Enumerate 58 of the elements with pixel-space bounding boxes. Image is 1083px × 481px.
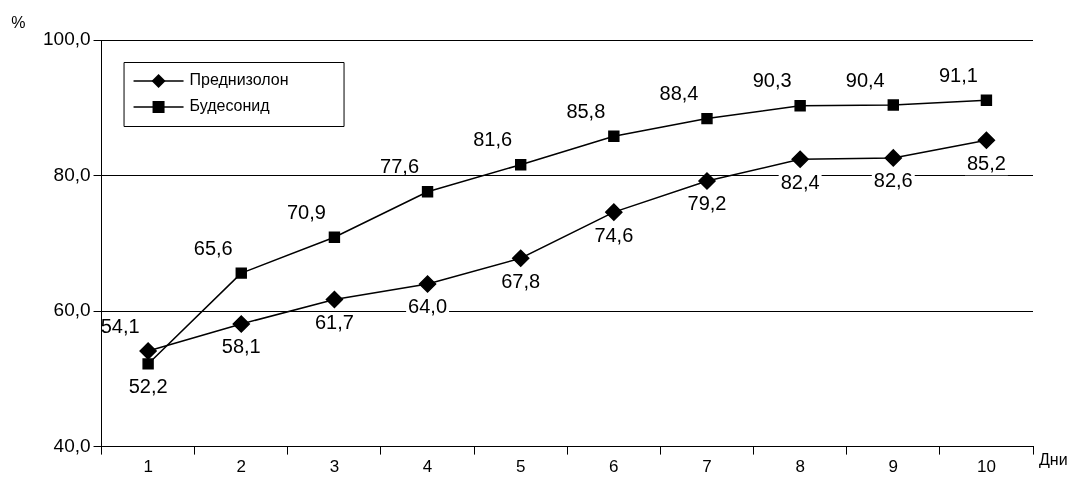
x-tick-label: 6 xyxy=(609,457,619,477)
data-label: 91,1 xyxy=(938,63,978,86)
data-label: 67,8 xyxy=(501,269,541,292)
point xyxy=(701,112,713,125)
point xyxy=(791,150,809,169)
point xyxy=(977,131,996,150)
data-label: 85,8 xyxy=(566,99,606,122)
y-tick-label: 40,0 xyxy=(53,434,91,456)
data-label: 88,4 xyxy=(659,82,699,105)
point xyxy=(235,267,247,279)
x-tick-label: 3 xyxy=(329,457,340,477)
point xyxy=(605,203,623,221)
legend-label: Будесонид xyxy=(189,97,271,115)
point xyxy=(421,186,434,198)
data-label: 79,2 xyxy=(687,192,727,215)
y-tick-label: 60,0 xyxy=(53,299,91,321)
point xyxy=(515,158,527,171)
data-label: 64,0 xyxy=(408,295,448,318)
point xyxy=(608,130,620,142)
x-tick-label: 4 xyxy=(422,457,433,477)
x-axis-title: Дни xyxy=(1039,451,1068,469)
x-tick-label: 2 xyxy=(236,457,246,477)
x-tick-label: 5 xyxy=(515,457,526,477)
data-label: 74,6 xyxy=(594,223,634,246)
data-label: 77,6 xyxy=(380,155,420,178)
point xyxy=(698,172,716,190)
data-label: 52,2 xyxy=(128,375,168,398)
y-tick-label: 100,0 xyxy=(43,28,91,50)
y-tick-label: 80,0 xyxy=(53,163,91,185)
point xyxy=(232,315,251,333)
point xyxy=(142,358,154,370)
point xyxy=(418,275,437,293)
y-axis-title: % xyxy=(11,14,26,32)
point xyxy=(980,94,993,107)
x-tick-label: 1 xyxy=(143,457,153,477)
point xyxy=(794,100,806,112)
data-label: 65,6 xyxy=(193,236,233,259)
data-label: 54,1 xyxy=(100,314,140,337)
legend-label: Преднизолон xyxy=(189,71,289,89)
data-label: 82,4 xyxy=(780,170,820,193)
x-tick-label: 10 xyxy=(976,457,996,477)
point xyxy=(328,231,341,243)
data-label: 58,1 xyxy=(221,335,261,358)
x-tick-label: 7 xyxy=(702,457,712,477)
point xyxy=(139,342,157,360)
data-label: 61,7 xyxy=(314,311,354,334)
x-tick-label: 8 xyxy=(795,457,805,477)
data-label: 90,4 xyxy=(845,68,885,91)
data-label: 90,3 xyxy=(752,69,792,92)
point xyxy=(511,249,530,267)
data-label: 70,9 xyxy=(286,200,326,223)
data-label: 82,6 xyxy=(873,169,913,192)
data-label: 81,6 xyxy=(473,128,513,151)
point xyxy=(884,149,903,167)
point xyxy=(325,290,344,309)
data-label: 85,2 xyxy=(966,151,1006,174)
x-tick-label: 9 xyxy=(888,457,899,477)
point xyxy=(887,99,899,111)
